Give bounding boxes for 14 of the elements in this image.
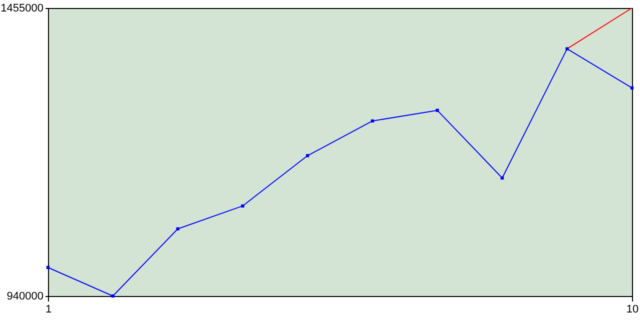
x-tick-label: 1 xyxy=(45,304,52,316)
point xyxy=(500,176,504,180)
point xyxy=(176,227,180,230)
point xyxy=(630,86,634,90)
y-tick-label: 1455000 xyxy=(0,2,44,14)
y-tick-label: 940000 xyxy=(6,290,44,302)
point xyxy=(436,108,439,112)
point xyxy=(111,294,114,298)
point xyxy=(46,266,50,270)
point xyxy=(241,204,244,208)
point xyxy=(370,119,374,123)
point xyxy=(566,47,569,50)
x-tick-label: 10 xyxy=(626,304,639,316)
point xyxy=(306,154,310,158)
